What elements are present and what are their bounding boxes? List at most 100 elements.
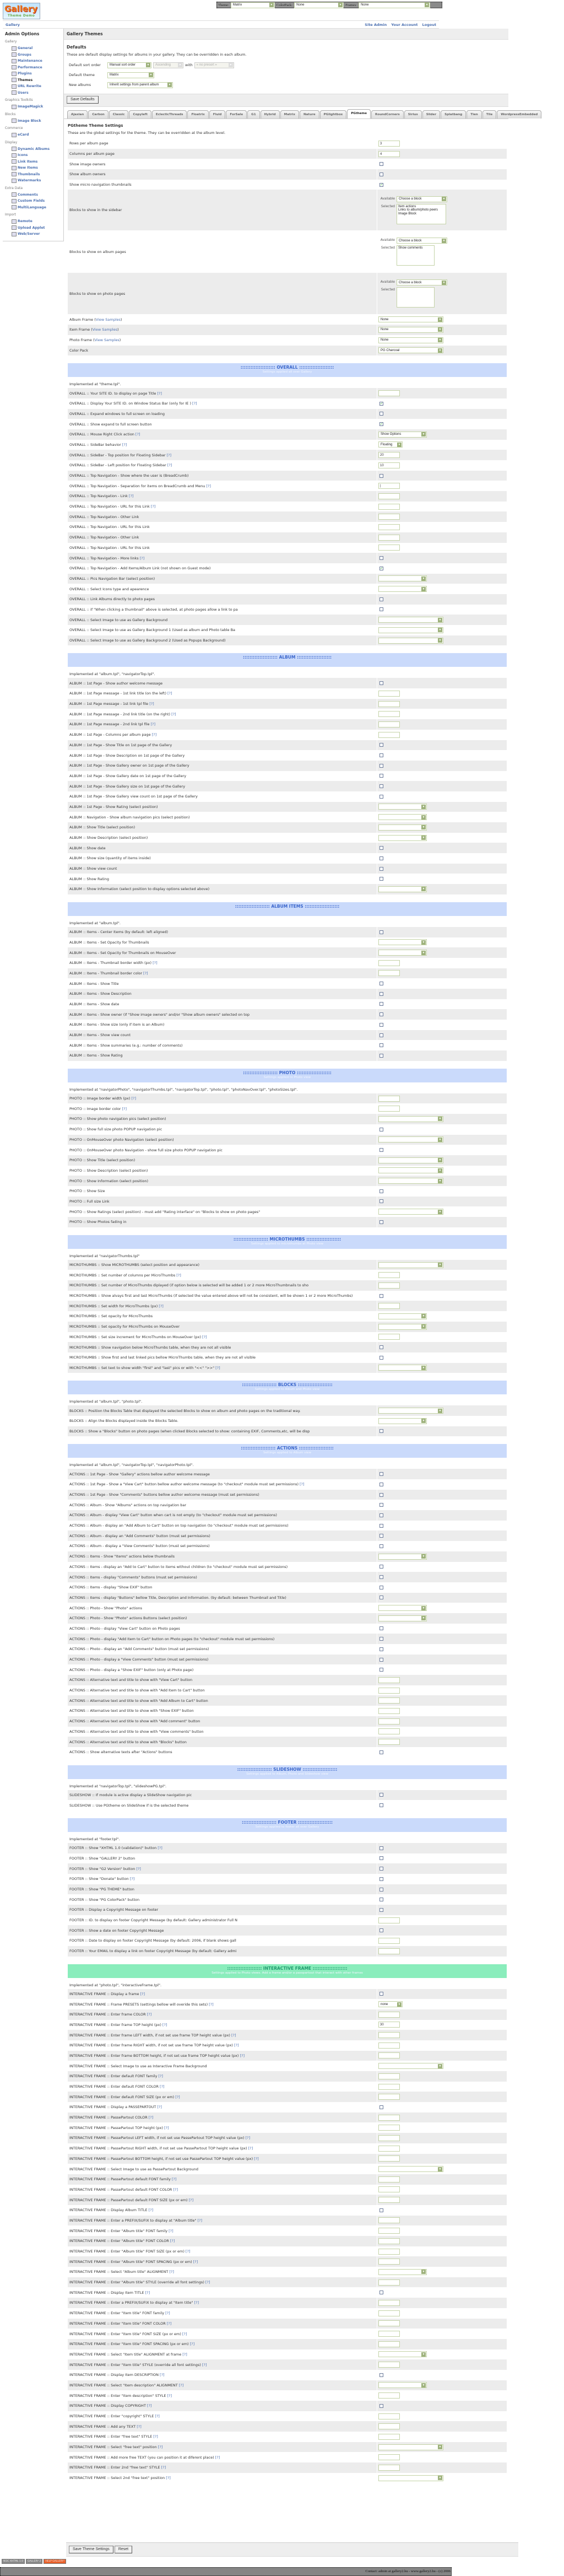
new-albums-select[interactable]: Inherit settings from parent album ▼ — [107, 82, 173, 88]
help-link[interactable]: [?] — [158, 2074, 163, 2079]
setting-checkbox[interactable] — [379, 866, 383, 871]
sidebar-item-comments[interactable]: Comments — [5, 192, 63, 198]
help-link[interactable]: [?] — [171, 712, 176, 716]
save-theme-settings-button[interactable]: Save Theme Settings — [69, 2546, 113, 2553]
help-link[interactable]: [?] — [167, 463, 172, 468]
setting-input[interactable] — [378, 545, 400, 551]
tab-floatrix[interactable]: Floatrix — [187, 110, 209, 118]
setting-checkbox[interactable] — [379, 1846, 383, 1850]
setting-checkbox[interactable] — [379, 991, 383, 996]
sidebar-blocks-selected-list[interactable]: Item actions Links to album/photo peers … — [397, 203, 446, 224]
setting-checkbox[interactable] — [379, 2373, 383, 2377]
help-link[interactable]: [?] — [145, 2290, 150, 2295]
frames-select[interactable]: None ▼ — [359, 2, 431, 8]
sidebar-item-watermarks[interactable]: Watermarks — [5, 177, 63, 184]
tab-hybrid[interactable]: Hybrid — [260, 110, 280, 118]
setting-select[interactable]: ▼ — [378, 1365, 427, 1371]
help-link[interactable]: [?] — [148, 2208, 154, 2213]
help-link[interactable]: [?] — [254, 2156, 259, 2161]
setting-checkbox[interactable] — [379, 846, 383, 850]
setting-select[interactable]: ▼ — [378, 1209, 443, 1215]
help-link[interactable]: [?] — [135, 432, 140, 437]
tab-classic[interactable]: Classic — [109, 110, 129, 118]
help-gallery-badge[interactable]: HELP GALLERY! — [44, 2559, 67, 2564]
help-link[interactable]: [?] — [122, 1106, 127, 1111]
setting-checkbox[interactable] — [379, 2403, 383, 2408]
setting-input[interactable] — [378, 514, 400, 520]
setting-checkbox[interactable] — [379, 1472, 383, 1476]
setting-input[interactable] — [378, 2310, 400, 2316]
setting-select[interactable]: ▼ — [378, 575, 427, 582]
sidebar-item-image-block[interactable]: Image Block — [5, 118, 63, 125]
logout-link[interactable]: Logout — [422, 22, 436, 27]
setting-input[interactable] — [378, 1948, 400, 1954]
help-link[interactable]: [?] — [137, 2424, 142, 2429]
setting-input[interactable] — [378, 1937, 400, 1944]
setting-checkbox[interactable] — [379, 2105, 383, 2109]
album-blocks-selected-list[interactable]: Show comments — [397, 245, 435, 266]
setting-checkbox[interactable]: ✓ — [379, 422, 383, 427]
help-link[interactable]: [?] — [149, 702, 154, 707]
setting-checkbox[interactable] — [379, 1544, 383, 1548]
tab-tien[interactable]: Tien — [467, 110, 482, 118]
sort-order-select[interactable]: Manual sort order ▼ — [107, 62, 151, 68]
help-link[interactable]: [?] — [194, 2300, 199, 2305]
setting-input[interactable] — [378, 1303, 400, 1309]
sidebar-item-upload-applet[interactable]: Upload Applet — [5, 225, 63, 231]
sidebar-item-performance[interactable]: Performance — [5, 64, 63, 71]
help-link[interactable]: [?] — [178, 2383, 184, 2388]
sidebar-item-ecard[interactable]: eCard — [5, 132, 63, 138]
setting-input[interactable] — [378, 2228, 400, 2234]
setting-checkbox[interactable] — [379, 473, 383, 478]
setting-checkbox[interactable] — [379, 1657, 383, 1662]
setting-input[interactable] — [378, 390, 400, 397]
sidebar-item-url-rewrite[interactable]: URL Rewrite — [5, 83, 63, 90]
sidebar-item-multilanguage[interactable]: MultiLanguage — [5, 204, 63, 211]
tab-pgtheme[interactable]: PGtheme — [347, 109, 371, 118]
setting-input[interactable] — [378, 2197, 400, 2203]
setting-select[interactable]: ▼ — [378, 824, 427, 831]
setting-input[interactable] — [378, 2413, 400, 2419]
setting-select[interactable]: ▼ — [378, 1323, 427, 1330]
setting-checkbox[interactable] — [379, 1575, 383, 1580]
setting-select[interactable]: ▼ — [378, 1115, 443, 1122]
setting-input[interactable] — [378, 970, 400, 977]
tab-tile[interactable]: Tile — [482, 110, 497, 118]
setting-select[interactable]: ▼ — [378, 1313, 427, 1319]
setting-select[interactable]: ▼ — [378, 2382, 427, 2389]
view-samples-link[interactable]: View Samples — [92, 327, 117, 332]
setting-checkbox[interactable] — [379, 1513, 383, 1517]
setting-input[interactable] — [378, 1282, 400, 1289]
setting-checkbox[interactable] — [379, 1596, 383, 1600]
sidebar-item-themes[interactable]: Themes — [5, 77, 63, 84]
setting-checkbox[interactable] — [379, 1637, 383, 1641]
tab-eclecticthreads[interactable]: EclecticThreads — [151, 110, 187, 118]
setting-checkbox[interactable]: ✓ — [379, 566, 383, 570]
setting-select[interactable]: ▼ — [378, 1553, 427, 1560]
help-link[interactable]: [?] — [170, 2239, 175, 2244]
tab-g1[interactable]: G1 — [247, 110, 260, 118]
setting-checkbox[interactable] — [379, 1867, 383, 1871]
help-link[interactable]: [?] — [150, 722, 156, 727]
setting-select[interactable]: ▼ — [378, 1408, 443, 1414]
setting-checkbox[interactable] — [379, 2291, 383, 2295]
tab-sirius[interactable]: Sirius — [404, 110, 422, 118]
setting-input[interactable] — [378, 960, 400, 966]
help-link[interactable]: [?] — [153, 961, 158, 966]
help-link[interactable]: [?] — [157, 391, 162, 396]
setting-select[interactable]: none ▼ — [378, 2001, 403, 2008]
help-link[interactable]: [?] — [128, 494, 134, 499]
help-link[interactable]: [?] — [162, 2022, 167, 2027]
gallery2-badge[interactable]: GALLERY 2 — [26, 2559, 43, 2564]
help-link[interactable]: [?] — [176, 1273, 181, 1278]
setting-select[interactable]: ▼ — [378, 1157, 443, 1163]
color-pack-select[interactable]: PG Charcoal ▼ — [378, 347, 443, 354]
setting-input[interactable] — [378, 731, 400, 738]
help-link[interactable]: [?] — [148, 2115, 154, 2120]
setting-select[interactable]: ▼ — [378, 814, 427, 821]
help-link[interactable]: [?] — [240, 2053, 245, 2058]
help-link[interactable]: [?] — [169, 2270, 174, 2275]
setting-input[interactable] — [378, 700, 400, 707]
help-link[interactable]: [?] — [155, 2414, 160, 2419]
help-link[interactable]: [?] — [182, 2352, 187, 2357]
